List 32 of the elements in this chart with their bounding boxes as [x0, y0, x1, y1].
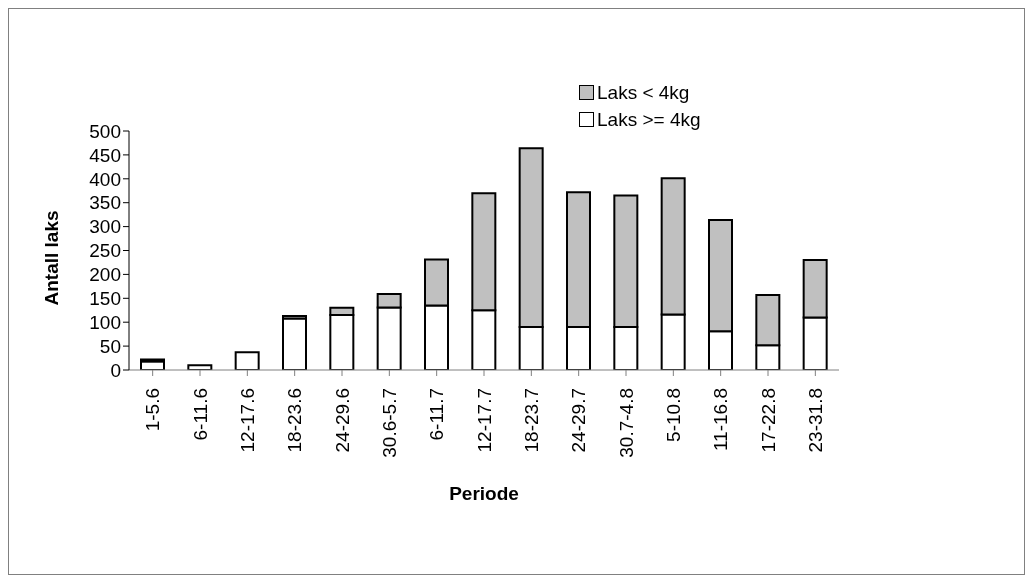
x-tick-label: 12-17.6 — [236, 388, 258, 453]
y-tick-label: 150 — [89, 288, 121, 310]
bar — [234, 351, 260, 370]
y-tick-label: 200 — [89, 264, 121, 286]
y-tick-label: 350 — [89, 192, 121, 214]
y-tick-label: 50 — [99, 335, 121, 357]
x-tick-label: 30.7-4.8 — [615, 388, 637, 458]
y-tick-label: 300 — [89, 216, 121, 238]
x-tick-label: 24-29.7 — [568, 388, 590, 453]
bar — [282, 317, 307, 370]
y-tick-label: 450 — [89, 144, 121, 166]
x-axis-title: Periode — [449, 483, 519, 504]
legend-label: Laks < 4kg — [597, 81, 690, 104]
x-tick-label: 11-16.8 — [710, 388, 732, 452]
y-tick-label: 100 — [89, 311, 121, 333]
x-tick-label: 18-23.6 — [284, 388, 306, 453]
x-tick-label: 6-11.6 — [189, 388, 211, 441]
x-tick-label: 6-11.7 — [426, 388, 448, 441]
y-tick-label: 400 — [89, 168, 121, 190]
legend-label: Laks >= 4kg — [597, 108, 701, 131]
y-tick-label: 250 — [89, 240, 121, 262]
y-tick-label: 0 — [110, 359, 121, 381]
x-tick-label: 23-31.8 — [804, 388, 826, 453]
x-tick-label: 5-10.8 — [662, 388, 684, 442]
x-tick-label: 24-29.6 — [331, 388, 353, 453]
x-tick-label: 18-23.7 — [520, 388, 542, 453]
x-tick-label: 17-22.8 — [757, 388, 779, 453]
y-tick-label: 500 — [89, 120, 121, 142]
x-tick-label: 30.6-5.7 — [378, 388, 400, 458]
x-tick-label: 12-17.7 — [473, 388, 495, 453]
x-tick-label: 1-5.6 — [142, 388, 164, 432]
y-axis-title: Antall laks — [40, 210, 62, 306]
